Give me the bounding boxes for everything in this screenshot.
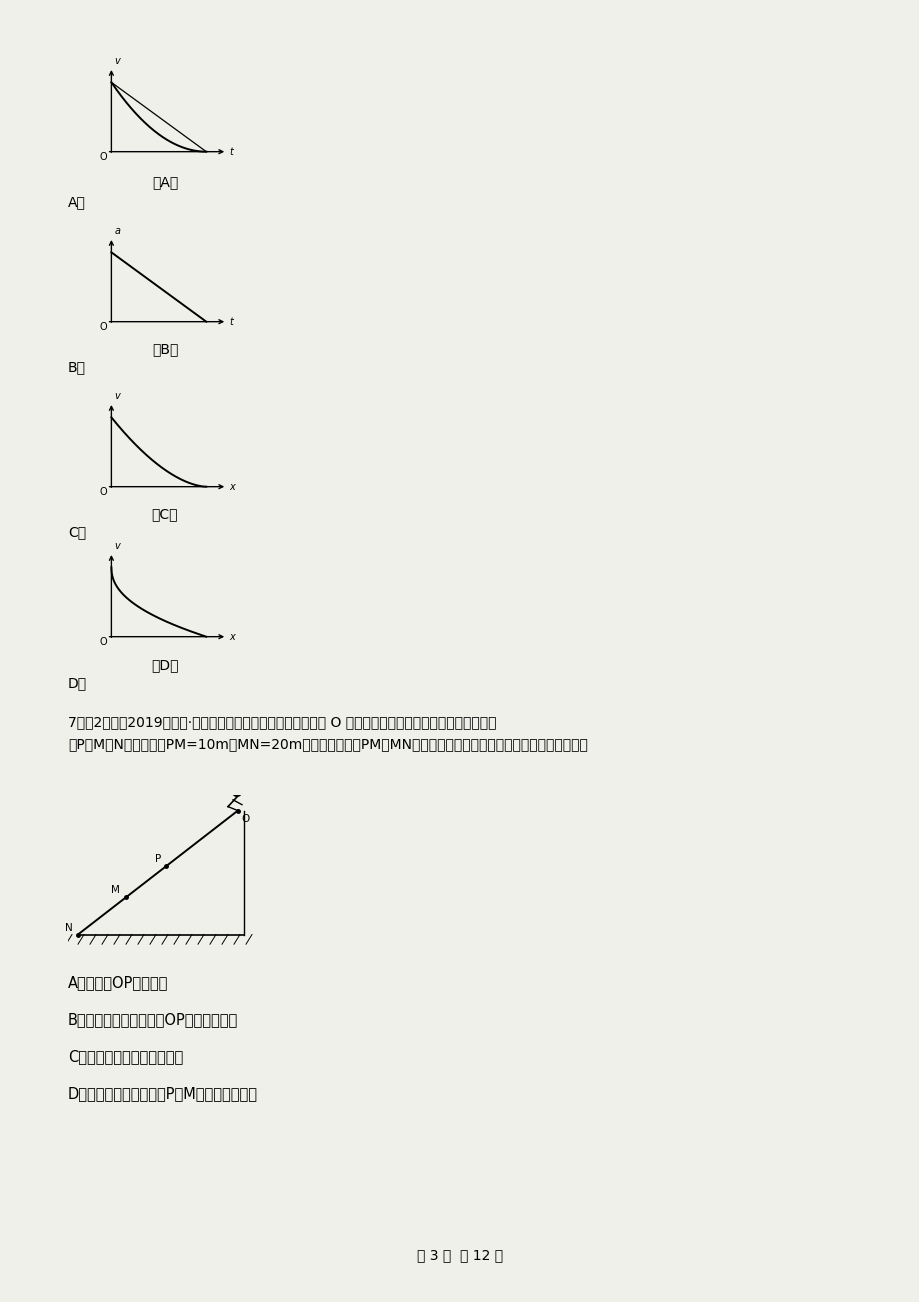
Text: M: M	[111, 885, 119, 896]
Text: C．: C．	[68, 525, 86, 539]
Text: O: O	[100, 487, 108, 497]
Text: （D）: （D）	[151, 658, 178, 672]
Text: O: O	[100, 322, 108, 332]
Text: t: t	[229, 316, 233, 327]
Text: （B）: （B）	[152, 342, 178, 355]
Text: a: a	[114, 227, 120, 237]
Text: O: O	[241, 814, 249, 824]
Text: P: P	[154, 854, 161, 865]
Text: O: O	[100, 637, 108, 647]
Text: v: v	[114, 392, 119, 401]
Text: v: v	[114, 56, 119, 66]
Text: B．: B．	[68, 359, 85, 374]
Text: D．不能求出运动员经过P、M两点的速度之比: D．不能求出运动员经过P、M两点的速度之比	[68, 1086, 257, 1101]
Text: t: t	[229, 147, 233, 156]
Text: N: N	[65, 923, 73, 932]
Text: B．不能求出运动员经过OP段所用的时间: B．不能求出运动员经过OP段所用的时间	[68, 1012, 238, 1027]
Text: C．不能求出运动员的加速度: C．不能求出运动员的加速度	[68, 1049, 183, 1064]
Text: O: O	[100, 152, 108, 163]
Text: A．: A．	[68, 195, 85, 210]
Text: D．: D．	[68, 676, 87, 690]
Text: （C）: （C）	[152, 506, 178, 521]
Text: 第 3 页  共 12 页: 第 3 页 共 12 页	[416, 1249, 503, 1262]
Text: A．能求出OP间的距离: A．能求出OP间的距离	[68, 975, 168, 990]
Text: v: v	[114, 542, 119, 551]
Text: （A）: （A）	[152, 174, 178, 189]
Circle shape	[233, 788, 241, 797]
Text: 7．（2分）（2019高二下·南阳月考）如图所示，滑雪运动员从 O 点由静止开始做匀加速直线运动，先后经: 7．（2分）（2019高二下·南阳月考）如图所示，滑雪运动员从 O 点由静止开始…	[68, 715, 496, 729]
Text: x: x	[229, 482, 234, 492]
Text: x: x	[229, 631, 234, 642]
Text: 过P、M、N三点，已知PM=10m，MN=20m，且运动员经过PM、MN两段的时间相等，下列说法不正确的是（　　）: 过P、M、N三点，已知PM=10m，MN=20m，且运动员经过PM、MN两段的时…	[68, 737, 587, 751]
